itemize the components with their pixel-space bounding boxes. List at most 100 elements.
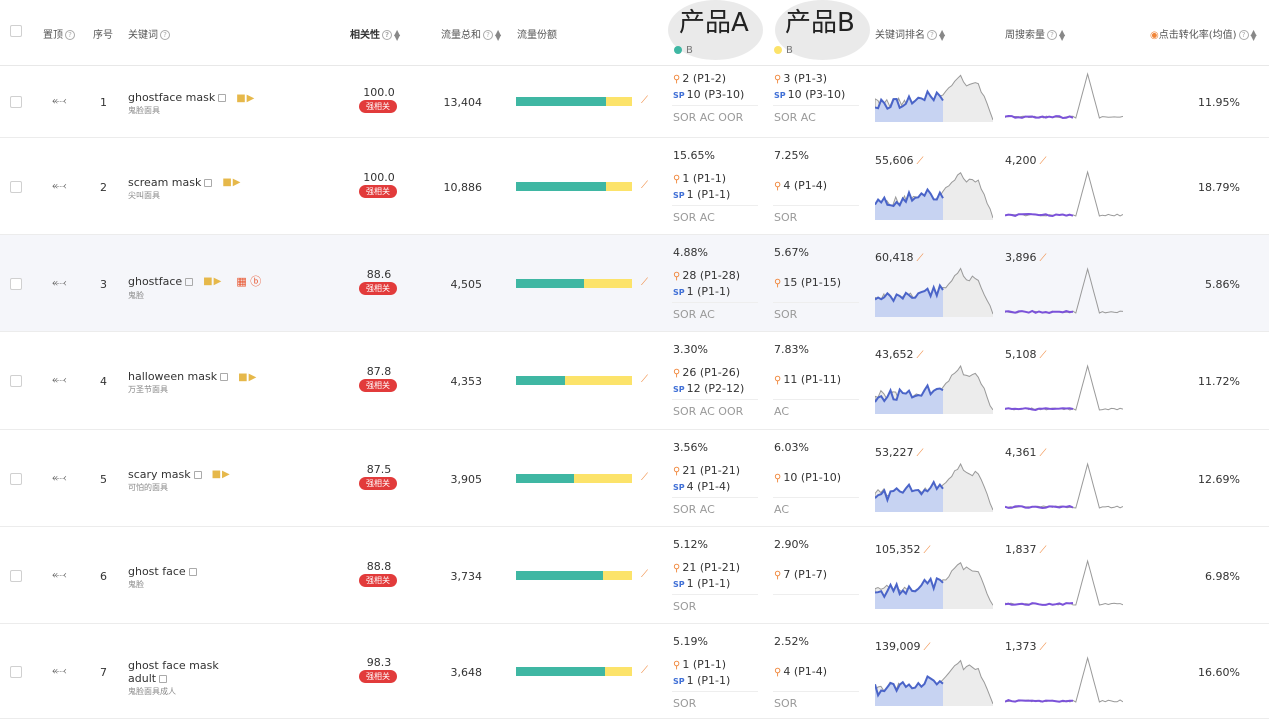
traffic-share-bar[interactable] [516,570,632,580]
header-traffic-total[interactable]: 流量总和? ▲ ▼ [441,28,502,42]
row-checkbox[interactable] [10,180,22,193]
copy-icon[interactable] [159,674,168,683]
select-all-checkbox[interactable] [10,25,22,37]
tag-icon[interactable]: ⬷ [52,93,67,107]
traffic-share-bar[interactable] [516,473,632,483]
tag-icon[interactable]: ⬷ [52,274,67,289]
keyword-text[interactable]: ghost face mask adult [128,659,219,685]
keyword-text[interactable]: scary mask ■▶ [128,468,231,481]
rank-sparkline-wrap[interactable] [874,72,994,126]
keyword-text[interactable]: halloween mask ■▶ [128,370,257,383]
volume-sparkline-wrap[interactable] [1004,267,1124,321]
sp-icon: SP [673,483,685,492]
header-ctr[interactable]: ◉点击转化率(均值)? ▲ ▼ [1150,28,1257,42]
header-relevance[interactable]: 相关性? ▲ ▼ [350,28,401,42]
rank-sparkline-wrap[interactable] [874,267,994,321]
row-checkbox[interactable] [10,665,22,678]
row-checkbox[interactable] [10,472,22,485]
help-icon[interactable]: ? [483,30,493,40]
trend-chart-icon[interactable]: ⟋ [916,448,924,459]
rank-sparkline-wrap[interactable] [874,656,994,710]
trend-chart-icon[interactable]: ⟋ [916,156,924,167]
traffic-share-fill [516,473,574,483]
table-row[interactable]: ⬷ 1 ghostface mask ■▶ 鬼脸面具 100.0 强相关 13,404 ⟋ ⚲ 2 … [0,66,1269,138]
volume-sparkline-wrap[interactable] [1004,72,1124,126]
row-checkbox[interactable] [10,375,22,387]
trend-chart-icon[interactable]: ⟋ [641,276,648,288]
traffic-share-bar[interactable] [516,376,632,385]
help-icon[interactable]: ? [382,30,392,40]
keyword-rank-number: 105,352 [875,543,921,556]
trend-chart-icon[interactable]: ⟋ [641,95,648,106]
rank-sparkline-wrap[interactable] [874,364,994,418]
trend-chart-icon[interactable]: ⟋ [1039,642,1047,653]
table-row[interactable]: ⬷ 5 scary mask ■▶ 可怕的面具 87.5 强相关 3,905 ⟋ 3.56% ⚲ 21… [0,430,1269,527]
trend-chart-icon[interactable]: ⟋ [1039,253,1047,264]
trend-chart-icon[interactable]: ⟋ [923,545,931,556]
row-checkbox[interactable] [10,96,22,108]
rank-sparkline-wrap[interactable] [874,559,994,613]
tag-icon[interactable]: ⬷ [52,372,67,386]
trend-chart-icon[interactable]: ⟋ [1039,156,1047,167]
row-checkbox[interactable] [10,277,22,290]
help-icon[interactable]: ? [1047,30,1057,40]
table-row[interactable]: ⬷ 7 ghost face mask adult 鬼脸面具成人 98.3 强相关 3,648… [0,624,1269,719]
trend-chart-icon[interactable]: ⟋ [641,374,648,385]
table-row[interactable]: ⬷ 2 scream mask ■▶ 尖叫面具 100.0 强相关 10,886 ⟋ 15.65%… [0,138,1269,235]
copy-icon[interactable] [218,94,227,102]
product-a-sp-rank: SP 1 (P1-1) [673,674,730,687]
trend-chart-icon[interactable]: ⟋ [1039,448,1047,459]
sort-icon[interactable]: ▲ ▼ [495,28,502,42]
help-icon[interactable]: ? [927,30,937,40]
volume-sparkline-wrap[interactable] [1004,656,1124,710]
feature-flags-icon: ■▶ [211,469,231,480]
sort-icon[interactable]: ▲ ▼ [1250,28,1257,42]
volume-sparkline-wrap[interactable] [1004,364,1124,418]
table-row[interactable]: ⬷ 6 ghost face 鬼脸 88.8 强相关 3,734 ⟋ 5.12% ⚲ 21 (P1-… [0,527,1269,624]
grid-badge-icon[interactable]: ▦ ⓑ [236,274,262,288]
keyword-text[interactable]: ghostface mask ■▶ [128,91,255,104]
volume-sparkline-wrap[interactable] [1004,559,1124,613]
traffic-share-bar[interactable] [516,278,632,288]
header-keyword-rank[interactable]: 关键词排名? ▲ ▼ [875,28,946,42]
sort-icon[interactable]: ▲ ▼ [939,28,946,42]
keyword-text[interactable]: scream mask ■▶ [128,176,241,189]
copy-icon[interactable] [188,567,197,576]
trend-chart-icon[interactable]: ⟋ [641,179,648,191]
table-row[interactable]: ⬷ 4 halloween mask ■▶ 万圣节面具 87.8 强相关 4,353 ⟋ 3.30… [0,332,1269,430]
copy-icon[interactable] [185,277,194,286]
trend-chart-icon[interactable]: ⟋ [923,642,931,653]
volume-sparkline-wrap[interactable] [1004,170,1124,224]
tag-icon[interactable]: ⬷ [52,469,67,484]
product-a-source: SOR AC OOR [673,111,744,124]
rank-sparkline-wrap[interactable] [874,462,994,516]
keyword-text[interactable]: ghost face [128,565,197,578]
trend-chart-icon[interactable]: ⟋ [1039,350,1047,361]
traffic-share-bar[interactable] [516,97,632,106]
row-checkbox[interactable] [10,569,22,582]
trend-chart-icon[interactable]: ⟋ [1039,545,1047,556]
copy-icon[interactable] [193,470,202,479]
trend-chart-icon[interactable]: ⟋ [641,471,648,483]
sort-icon[interactable]: ▲ ▼ [394,28,401,42]
header-weekly-search[interactable]: 周搜索量? ▲ ▼ [1005,28,1066,42]
sort-icon[interactable]: ▲ ▼ [1059,28,1066,42]
traffic-share-bar[interactable] [516,181,632,191]
trend-chart-icon[interactable]: ⟋ [641,568,648,580]
trend-chart-icon[interactable]: ⟋ [916,253,924,264]
traffic-share-bar[interactable] [516,666,632,676]
trend-chart-icon[interactable]: ⟋ [641,664,648,676]
copy-icon[interactable] [204,178,213,187]
help-icon[interactable]: ? [65,30,75,40]
help-icon[interactable]: ? [160,30,170,40]
rank-sparkline-wrap[interactable] [874,170,994,224]
table-row[interactable]: ⬷ 3 ghostface ■▶ ▦ ⓑ 鬼脸 88.6 强相关 4,505 ⟋ 4.88% ⚲ 28 … [0,235,1269,332]
help-icon[interactable]: ? [1238,30,1249,40]
tag-icon[interactable]: ⬷ [52,662,67,677]
tag-icon[interactable]: ⬷ [52,566,67,581]
keyword-text[interactable]: ghostface ■▶ ▦ ⓑ [128,273,261,289]
volume-sparkline-wrap[interactable] [1004,462,1124,516]
copy-icon[interactable] [220,373,229,381]
tag-icon[interactable]: ⬷ [52,177,67,192]
trend-chart-icon[interactable]: ⟋ [916,350,924,361]
